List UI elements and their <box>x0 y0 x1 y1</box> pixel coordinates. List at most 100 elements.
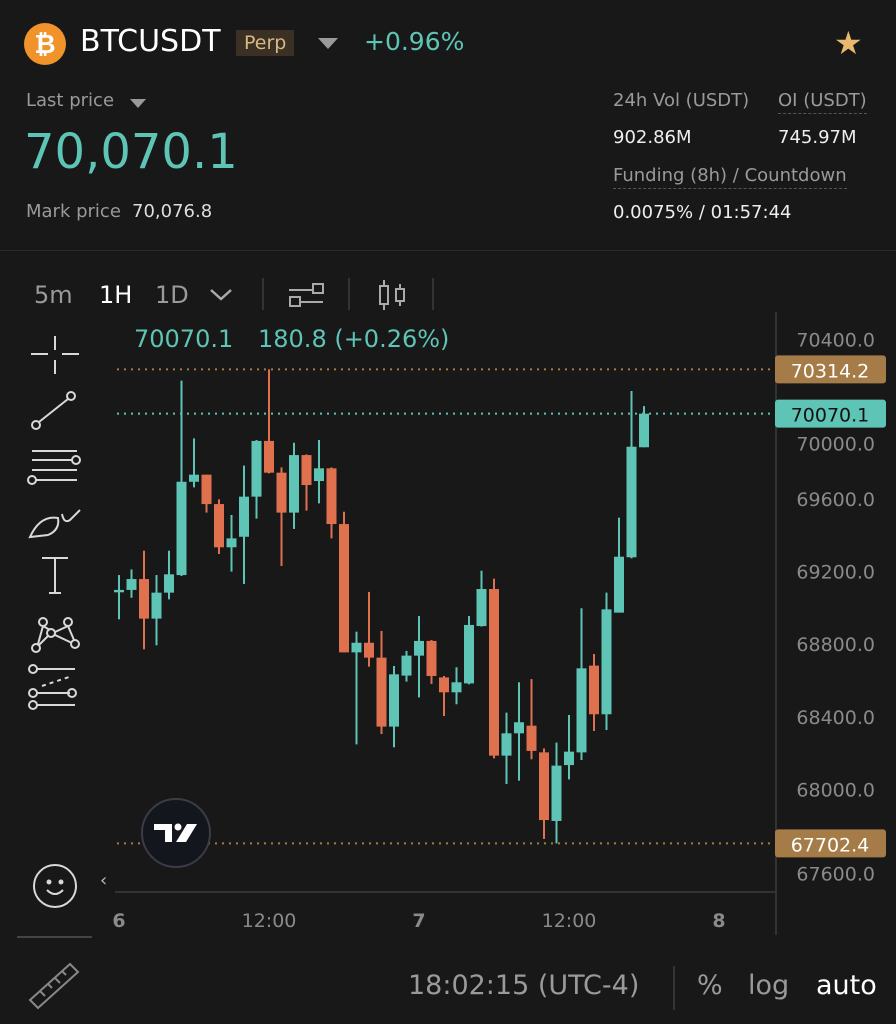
price-tick-label: 68800.0 <box>796 634 875 656</box>
last-price-dropdown-icon[interactable] <box>130 99 146 108</box>
funding-countdown: 01:57:44 <box>710 202 792 223</box>
candle-body <box>539 752 549 821</box>
candle-body <box>389 674 399 727</box>
forecast-icon[interactable] <box>28 664 77 710</box>
candle-body <box>301 455 312 486</box>
candle-body <box>239 496 249 537</box>
candle-body <box>114 589 124 593</box>
collapse-toolbar-icon[interactable]: ‹ <box>100 870 107 891</box>
low-price-label-bg <box>775 829 886 858</box>
price-tick-label: 67600.0 <box>796 863 875 885</box>
candle-body <box>501 733 512 756</box>
log-toggle[interactable]: log <box>748 970 790 1001</box>
candle-body <box>451 682 462 693</box>
price-tick-label: 68000.0 <box>796 779 875 801</box>
symbol-dropdown-icon[interactable] <box>318 38 338 49</box>
funding-row: 0.0075% / 01:57:44 <box>613 202 791 223</box>
price-tick-label: 68400.0 <box>796 707 875 729</box>
interval-1h[interactable]: 1H <box>99 281 133 309</box>
candle-body <box>289 455 299 513</box>
indicator-settings-icon[interactable] <box>288 280 326 310</box>
candle-body <box>214 504 224 548</box>
candle-body <box>351 642 362 653</box>
current-time: 18:02:15 (UTC-4) <box>408 970 640 1001</box>
candle-body <box>151 592 162 619</box>
legend-change: 180.8 (+0.26%) <box>258 325 450 353</box>
crosshair-icon[interactable] <box>31 336 79 374</box>
auto-toggle[interactable]: auto <box>816 970 877 1001</box>
candle-body <box>476 589 487 627</box>
candle-body <box>489 589 499 756</box>
funding-label[interactable]: Funding (8h) / Countdown <box>613 165 847 189</box>
candle-body <box>276 472 287 513</box>
chevron-down-icon[interactable] <box>208 284 234 304</box>
drawing-toolbar: ‹ <box>17 336 107 1010</box>
funding-rate: 0.0075% <box>613 202 694 223</box>
candle-body <box>414 640 424 656</box>
ruler-icon[interactable] <box>28 962 80 1010</box>
price-tick-label: 69600.0 <box>796 489 875 511</box>
candle-body <box>314 468 324 482</box>
candle-body <box>226 538 237 548</box>
low-price-label: 67702.4 <box>791 834 870 856</box>
emoji-icon[interactable] <box>33 864 77 908</box>
candle-body <box>626 446 637 558</box>
interval-5m[interactable]: 5m <box>34 281 73 309</box>
text-icon[interactable] <box>42 557 68 594</box>
interval-1d[interactable]: 1D <box>155 281 189 309</box>
bitcoin-icon: ₿ <box>24 23 66 65</box>
price-tick-label: 70000.0 <box>796 434 875 456</box>
oi-label[interactable]: OI (USDT) <box>778 90 867 114</box>
candle-body <box>139 579 149 619</box>
candle-body <box>426 640 437 676</box>
fib-lines-icon[interactable] <box>27 450 81 485</box>
divider <box>0 250 896 251</box>
time-tick-label: 8 <box>712 910 725 932</box>
oi-value: 745.97M <box>778 127 857 148</box>
percent-toggle[interactable]: % <box>697 970 723 1001</box>
last-price-label[interactable]: Last price <box>26 90 115 111</box>
vol-value: 902.86M <box>613 127 692 148</box>
candle-body <box>576 668 587 753</box>
candle-body <box>189 474 199 482</box>
candle-body <box>164 574 174 593</box>
candle-body <box>339 524 349 653</box>
trend-line-icon[interactable] <box>31 391 76 430</box>
candle-body <box>264 440 274 473</box>
candlestick-type-icon[interactable] <box>376 278 408 312</box>
time-tick-label: 12:00 <box>242 910 297 932</box>
candle-body <box>514 722 524 734</box>
last-price: 70,070.1 <box>24 124 238 180</box>
pattern-icon[interactable] <box>31 617 80 653</box>
brush-icon[interactable] <box>28 509 81 539</box>
candle-body <box>201 474 212 505</box>
symbol-title[interactable]: BTCUSDT <box>80 24 221 59</box>
price-tick-label: 69200.0 <box>796 562 875 584</box>
candle-body <box>614 556 624 613</box>
candle-body <box>564 751 574 766</box>
candle-body <box>126 579 137 590</box>
time-tick-label: 12:00 <box>542 910 597 932</box>
last-price-label-bg <box>775 399 886 428</box>
divider <box>348 278 350 310</box>
mark-price-label: Mark price <box>26 201 121 222</box>
tradingview-logo[interactable] <box>140 797 212 869</box>
high-price-label-bg <box>775 355 886 384</box>
perp-badge: Perp <box>236 30 295 56</box>
candle-body <box>401 655 412 676</box>
candle-body <box>251 440 262 497</box>
time-tick-label: 6 <box>112 910 125 932</box>
candle-body <box>176 481 187 576</box>
vol-label: 24h Vol (USDT) <box>613 90 750 111</box>
divider <box>262 278 264 310</box>
candle-body <box>551 765 562 821</box>
price-tick-label: 70400.0 <box>796 329 875 351</box>
candle-body <box>639 413 649 448</box>
star-icon[interactable]: ★ <box>834 24 863 62</box>
candle-body <box>589 665 599 715</box>
candle-body <box>364 642 374 658</box>
divider <box>432 278 434 310</box>
high-price-label: 70314.2 <box>791 360 870 382</box>
time-tick-label: 7 <box>412 910 425 932</box>
